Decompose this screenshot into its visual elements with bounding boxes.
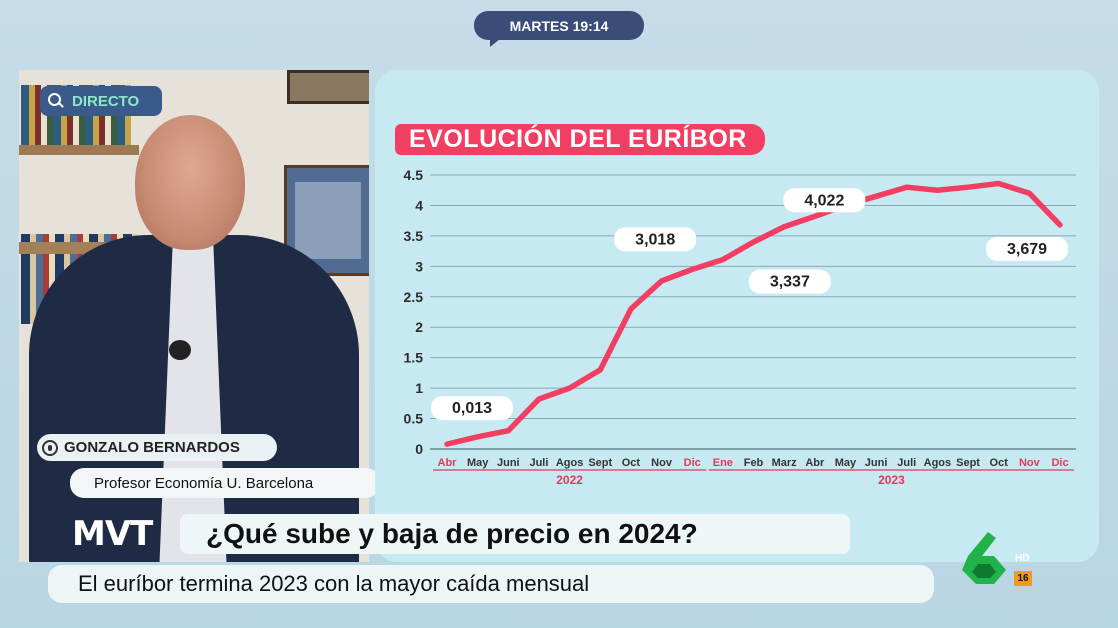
- live-badge: DIRECTO: [40, 86, 162, 116]
- data-label: 3,679: [986, 236, 1068, 261]
- x-tick-label: Marz: [772, 457, 798, 469]
- lasexta-logo-icon: [962, 532, 1006, 584]
- time-label: MARTES 19:14: [509, 17, 609, 34]
- speaker-name: GONZALO BERNARDOS: [64, 439, 240, 456]
- age-rating-text: 16: [1017, 573, 1029, 584]
- x-tick-label: Juli: [897, 457, 916, 469]
- speaker-role-badge: Profesor Economía U. Barcelona: [70, 468, 380, 498]
- y-tick-label: 1: [415, 380, 423, 396]
- y-tick-label: 2.5: [404, 289, 424, 305]
- bookshelf: [19, 145, 139, 155]
- chart-grid: [430, 174, 1076, 450]
- lapel-mic: [169, 340, 191, 360]
- series-line: [444, 180, 1063, 447]
- x-tick-label: Oct: [622, 457, 641, 469]
- data-label-bubble: [783, 188, 866, 213]
- y-tick-label: 0.5: [404, 411, 424, 427]
- news-ticker: El euríbor termina 2023 con la mayor caí…: [48, 565, 934, 603]
- data-label-text: 3,679: [1007, 241, 1047, 258]
- person-icon: [42, 439, 58, 456]
- x-tick-label: Feb: [744, 457, 764, 469]
- x-tick-label: May: [835, 457, 857, 469]
- data-label-text: 4,022: [804, 192, 844, 209]
- x-tick-label: Dic: [684, 457, 701, 469]
- data-label: 3,018: [614, 227, 697, 252]
- chart-title: EVOLUCIÓN DEL EURÍBOR: [395, 124, 765, 155]
- year-group-label: 2022: [556, 473, 583, 487]
- x-tick-label: Oct: [990, 457, 1009, 469]
- headline-text: ¿Qué sube y baja de precio en 2024?: [206, 518, 698, 549]
- x-tick-label: Ene: [713, 457, 733, 469]
- data-label-text: 3,337: [770, 274, 810, 291]
- speaker-role: Profesor Economía U. Barcelona: [94, 474, 314, 492]
- age-rating-badge: 16: [1014, 571, 1032, 586]
- x-tick-label: Nov: [1019, 457, 1041, 469]
- year-group-label: 2023: [878, 473, 905, 487]
- chart-y-ticks: 4.5 4 3.5 3 2.5 2 1.5 1 0.5 0: [404, 167, 424, 457]
- x-tick-label: Abr: [438, 457, 458, 469]
- hd-label: HD: [1015, 553, 1029, 564]
- x-tick-label: Agos: [556, 457, 584, 469]
- x-tick-label: Sept: [588, 457, 612, 469]
- chart-annotations: 0,013 3,018 3,337 4,022 3,679: [431, 188, 1068, 421]
- x-tick-label: Abr: [805, 457, 825, 469]
- y-tick-label: 0: [415, 441, 423, 457]
- program-logo-text: MVT: [72, 514, 153, 554]
- x-tick-label: Sept: [956, 457, 980, 469]
- data-label-bubble: [986, 236, 1068, 261]
- y-tick-label: 3.5: [404, 228, 424, 244]
- chart-year-groups: 2022 2023: [433, 469, 1074, 487]
- x-tick-label: Juni: [497, 457, 520, 469]
- data-label-text: 0,013: [452, 400, 492, 417]
- live-badge-label: DIRECTO: [72, 92, 140, 110]
- time-badge: MARTES 19:14: [474, 11, 644, 47]
- data-label-text: 3,018: [635, 231, 675, 248]
- x-tick-label: Juni: [865, 457, 888, 469]
- ticker-text: El euríbor termina 2023 con la mayor caí…: [78, 571, 590, 596]
- hd-text: HD: [1015, 553, 1030, 564]
- wall-picture-large: [284, 165, 369, 276]
- y-tick-label: 3: [415, 258, 423, 274]
- data-label-bubble: [748, 269, 831, 294]
- wall-picture: [287, 70, 369, 104]
- x-tick-label: Juli: [529, 457, 548, 469]
- chart-x-ticks: Abr May Juni Juli Agos Sept Oct Nov Dic Ene Feb Mar…: [438, 457, 1069, 469]
- data-label: 0,013: [431, 396, 513, 421]
- chart-title-label: EVOLUCIÓN DEL EURÍBOR: [409, 125, 747, 153]
- data-label: 4,022: [783, 188, 866, 213]
- data-label-bubble: [614, 227, 697, 252]
- program-logo: MVT: [72, 514, 153, 554]
- presenter-video: [19, 70, 369, 562]
- search-icon: [48, 93, 64, 109]
- x-tick-label: Dic: [1051, 457, 1068, 469]
- headline-bar: ¿Qué sube y baja de precio en 2024?: [180, 514, 850, 554]
- y-tick-label: 4.5: [404, 167, 424, 183]
- chart-series: [444, 180, 1063, 447]
- data-label-bubble: [431, 396, 513, 421]
- y-tick-label: 1.5: [404, 350, 424, 366]
- presenter-head: [135, 115, 245, 250]
- x-tick-label: Agos: [924, 457, 952, 469]
- y-tick-label: 4: [415, 197, 423, 213]
- y-tick-label: 2: [415, 319, 423, 335]
- data-label: 3,337: [748, 269, 831, 294]
- x-tick-label: Nov: [651, 457, 673, 469]
- speaker-name-badge: GONZALO BERNARDOS: [37, 434, 277, 461]
- x-tick-label: May: [467, 457, 489, 469]
